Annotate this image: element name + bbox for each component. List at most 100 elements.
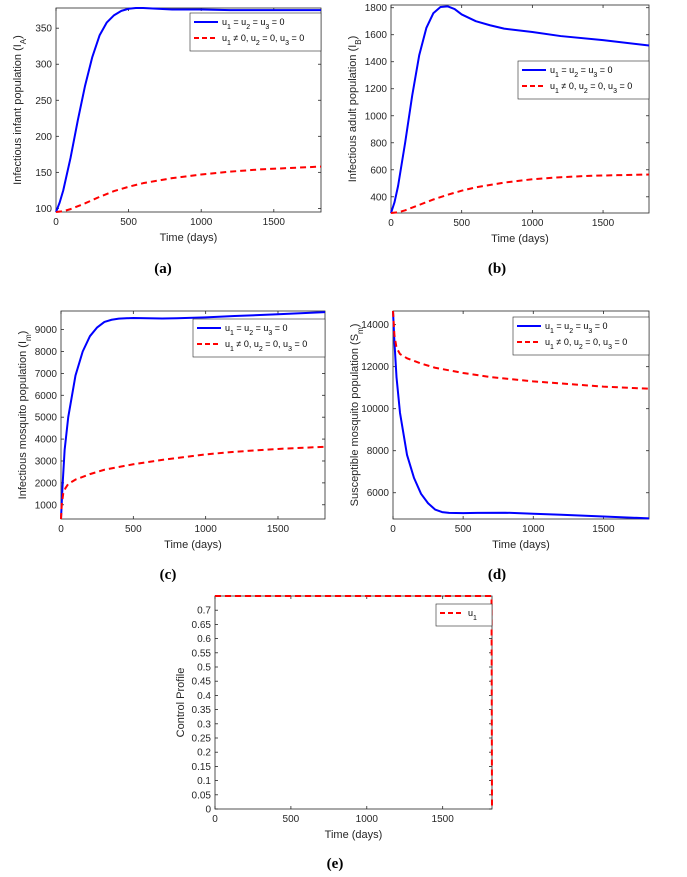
plot-frame xyxy=(392,310,650,520)
legend-text: = 0 xyxy=(592,321,607,331)
legend-subscript: 3 xyxy=(588,328,592,335)
y-tick-label: 7000 xyxy=(35,369,58,380)
panel-caption: (b) xyxy=(488,261,506,277)
legend-box xyxy=(517,60,650,100)
panel-d: 0 500 1000 1500 6000 8000 10000 12000 14000 Time … xyxy=(349,310,650,583)
legend-text: ≠ 0, u xyxy=(554,337,579,347)
legend-subscript: 2 xyxy=(569,328,573,335)
legend-label: u1 ≠ 0, u2 = 0, u3 = 0 xyxy=(225,339,307,353)
legend-text: = u xyxy=(573,321,588,331)
legend-text: = 0 xyxy=(612,337,627,347)
y-axis-label: Control Profile xyxy=(175,668,187,738)
legend-subscript: 3 xyxy=(608,344,612,351)
y-axis-label: Infectious infant population (IA) xyxy=(12,35,28,185)
y-axis-label: Susceptible mosquito population (Sm) xyxy=(349,324,365,507)
x-axis-label: Time (days) xyxy=(492,539,550,551)
legend-text: = u xyxy=(234,323,249,333)
legend-box xyxy=(192,318,326,358)
legend-subscript: 3 xyxy=(593,72,597,79)
y-tick-label: 8000 xyxy=(367,446,390,457)
legend-subscript: 2 xyxy=(256,40,260,47)
legend-text: = 0 xyxy=(292,339,307,349)
legend-label: u1 = u2 = u3 = 0 xyxy=(545,321,608,335)
x-tick-label: 1500 xyxy=(267,524,290,535)
y-axis-label-sub: m xyxy=(356,327,365,334)
series-line-1 xyxy=(392,310,650,520)
y-tick-label: 0.05 xyxy=(192,790,212,801)
legend-box xyxy=(189,12,322,52)
x-axis-label: Time (days) xyxy=(325,829,383,841)
legend-subscript: 1 xyxy=(230,330,234,337)
y-tick-label: 0.45 xyxy=(192,677,212,688)
x-tick-label: 500 xyxy=(283,814,300,825)
y-tick-label: 200 xyxy=(35,132,52,143)
x-tick-label: 500 xyxy=(120,217,137,228)
legend: u1 = u2 = u3 = 0u1 ≠ 0, u2 = 0, u3 = 0 xyxy=(517,60,650,100)
x-tick-label: 1000 xyxy=(356,814,379,825)
legend-subscript: 2 xyxy=(249,330,253,337)
legend-label: u1 ≠ 0, u2 = 0, u3 = 0 xyxy=(550,81,632,95)
y-tick-label: 100 xyxy=(35,204,52,215)
y-axis-label-close: ) xyxy=(349,324,361,328)
y-tick-label: 150 xyxy=(35,168,52,179)
legend-box xyxy=(512,316,650,356)
panel-caption: (e) xyxy=(327,856,344,872)
x-tick-label: 0 xyxy=(388,218,394,229)
y-tick-label: 9000 xyxy=(35,325,58,336)
x-tick-label: 1500 xyxy=(432,814,455,825)
y-axis-label-sub: m xyxy=(24,334,33,341)
y-axis-label: Infectious mosquito population (Im) xyxy=(17,331,33,500)
y-tick-label: 4000 xyxy=(35,435,58,446)
y-axis-label-close: ) xyxy=(17,331,29,335)
legend-text: ≠ 0, u xyxy=(231,33,256,43)
legend-label: u1 xyxy=(468,608,477,622)
y-tick-label: 350 xyxy=(35,24,52,35)
legend-text: u xyxy=(545,337,550,347)
y-tick-label: 0.65 xyxy=(192,620,212,631)
legend-text: = u xyxy=(578,65,593,75)
y-axis-label-close: ) xyxy=(12,35,24,39)
y-axis-label-sub: B xyxy=(354,39,363,44)
legend-subscript: 1 xyxy=(550,344,554,351)
y-tick-label: 5000 xyxy=(35,413,58,424)
x-tick-label: 1000 xyxy=(521,218,544,229)
y-tick-label: 1200 xyxy=(365,84,388,95)
legend: u1 = u2 = u3 = 0u1 ≠ 0, u2 = 0, u3 = 0 xyxy=(192,318,326,358)
series-line-1 xyxy=(55,7,321,213)
legend-text: = u xyxy=(253,323,268,333)
y-tick-label: 14000 xyxy=(361,320,389,331)
x-axis-label: Time (days) xyxy=(160,232,218,244)
y-tick-label: 12000 xyxy=(361,362,389,373)
legend-label: u1 = u2 = u3 = 0 xyxy=(222,17,285,31)
plot-frame xyxy=(214,595,493,810)
legend-text: = u xyxy=(231,17,246,27)
legend: u1 xyxy=(435,603,493,627)
y-tick-label: 1400 xyxy=(365,57,388,68)
legend-subscript: 2 xyxy=(584,88,588,95)
y-tick-label: 6000 xyxy=(35,391,58,402)
panel-c: 0 500 1000 1500 1000 2000 3000 4000 5000 6000 7000… xyxy=(17,310,326,583)
y-tick-label: 1800 xyxy=(365,3,388,14)
legend-text: u xyxy=(225,323,230,333)
legend-subscript: 2 xyxy=(259,346,263,353)
legend-text: u xyxy=(222,17,227,27)
series-line-2 xyxy=(55,165,322,213)
legend-subscript: 1 xyxy=(550,328,554,335)
legend-text: = 0, u xyxy=(588,81,613,91)
legend-label: u1 = u2 = u3 = 0 xyxy=(225,323,288,337)
y-tick-label: 600 xyxy=(370,165,387,176)
legend-subscript: 1 xyxy=(227,40,231,47)
legend-text: ≠ 0, u xyxy=(234,339,259,349)
panel-b: 0 500 1000 1500 400 600 800 1000 1200 1400 1600 180… xyxy=(347,3,650,277)
plot-frame xyxy=(60,310,326,520)
legend-text: u xyxy=(545,321,550,331)
legend: u1 = u2 = u3 = 0u1 ≠ 0, u2 = 0, u3 = 0 xyxy=(189,12,322,52)
y-tick-label: 1000 xyxy=(365,111,388,122)
plot-frame xyxy=(55,7,322,213)
x-tick-label: 0 xyxy=(390,524,396,535)
x-tick-label: 1500 xyxy=(592,524,615,535)
legend-text: = u xyxy=(250,17,265,27)
y-tick-label: 800 xyxy=(370,138,387,149)
y-axis-label: Infectious adult population (IB) xyxy=(347,36,363,183)
